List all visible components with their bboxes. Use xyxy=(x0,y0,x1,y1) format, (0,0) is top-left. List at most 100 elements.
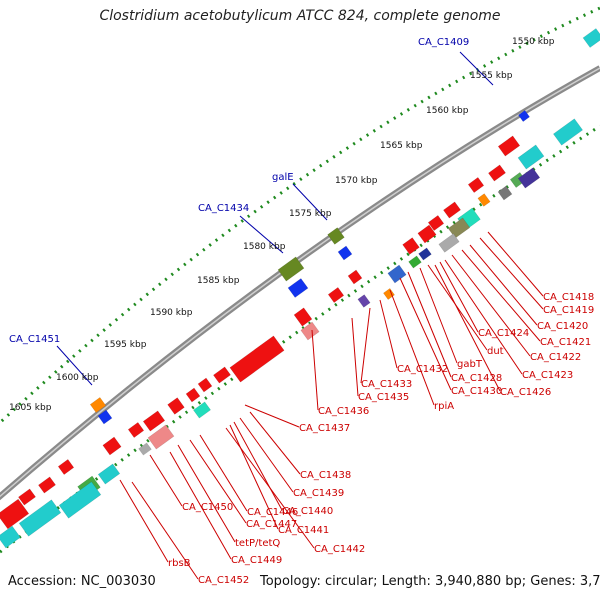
accession-label: Accession: NC_003030 xyxy=(8,574,156,589)
feature-block-45 xyxy=(38,476,56,494)
outer-leader-2 xyxy=(239,215,284,254)
feature-block-39 xyxy=(127,422,145,438)
feature-block-21 xyxy=(383,288,395,300)
feature-block-12 xyxy=(427,215,445,231)
inner-gene-label-29: CA_C1452 xyxy=(198,575,249,586)
inner-gene-label-4: CA_C1422 xyxy=(530,352,581,363)
outer-gene-label-2: CA_C1434 xyxy=(198,203,249,214)
feature-block-47 xyxy=(0,498,30,530)
tick-label-8: 1590 kbp xyxy=(150,308,193,318)
inner-leader-2 xyxy=(469,244,538,326)
inner-leader-8 xyxy=(419,267,458,364)
label-leaders xyxy=(56,51,544,580)
tick-label-5: 1575 kbp xyxy=(289,209,332,219)
inner-gene-label-22: CA_C1442 xyxy=(314,544,365,555)
outer-gene-label-0: CA_C1409 xyxy=(418,37,469,48)
feature-block-34 xyxy=(185,387,201,403)
outer-leader-1 xyxy=(292,183,328,221)
feature-block-37 xyxy=(142,410,166,432)
outer-gene-label-3: CA_C1451 xyxy=(9,334,60,345)
feature-block-33 xyxy=(197,377,213,393)
inner-gene-label-24: CA_C1447 xyxy=(246,519,297,530)
feature-block-52 xyxy=(97,463,121,485)
feature-block-42 xyxy=(89,397,107,413)
inner-leader-27 xyxy=(149,454,183,507)
feature-block-25 xyxy=(293,307,313,327)
outer-leader-0 xyxy=(459,51,494,86)
inner-leader-0 xyxy=(487,231,544,297)
feature-block-28 xyxy=(337,245,353,261)
inner-gene-label-26: CA_C1449 xyxy=(231,555,282,566)
feature-block-6 xyxy=(488,164,506,182)
inner-leader-13 xyxy=(379,299,398,369)
feature-block-46 xyxy=(18,488,36,506)
feature-block-35 xyxy=(193,401,211,419)
tick-labels: 1550 kbp 1555 kbp 1560 kbp 1565 kbp 1570 kbp… xyxy=(9,37,555,413)
inner-leader-5 xyxy=(444,259,523,375)
feature-block-24 xyxy=(327,287,345,303)
inner-leader-19 xyxy=(239,417,294,493)
inner-gene-label-13: CA_C1432 xyxy=(397,364,448,375)
feature-block-17 xyxy=(438,233,460,253)
feature-block-23 xyxy=(347,269,363,285)
inner-leader-29 xyxy=(131,481,199,580)
feature-track xyxy=(0,28,600,549)
inner-gene-label-12: rpiA xyxy=(434,401,454,412)
inner-gene-label-3: CA_C1421 xyxy=(540,337,591,348)
feature-block-4 xyxy=(553,118,583,146)
outer-gene-label-1: galE xyxy=(272,172,294,183)
inner-gene-label-2: CA_C1420 xyxy=(537,321,588,332)
inner-gene-label-17: CA_C1437 xyxy=(299,423,350,434)
feature-block-30 xyxy=(287,278,309,298)
feature-block-32 xyxy=(213,366,231,384)
inner-leader-12 xyxy=(389,289,435,406)
tick-label-2: 1560 kbp xyxy=(426,106,469,116)
inner-gene-label-0: CA_C1418 xyxy=(543,292,594,303)
inner-leader-24 xyxy=(189,439,247,524)
inner-gene-label-8: gabT xyxy=(457,359,483,370)
inner-gene-label-20: CA_C1440 xyxy=(282,506,333,517)
inner-gene-label-28: rbsB xyxy=(168,558,191,569)
tick-label-3: 1565 kbp xyxy=(380,141,423,151)
feature-block-1 xyxy=(518,110,530,122)
inner-leader-28 xyxy=(119,479,169,563)
feature-block-14 xyxy=(447,217,471,239)
inner-gene-label-18: CA_C1438 xyxy=(300,470,351,481)
gene-labels: CA_C1409 galE CA_C1434 CA_C1451 CA_C1418 CA_C… xyxy=(9,37,594,586)
feature-block-9 xyxy=(517,167,541,189)
tick-label-10: 1600 kbp xyxy=(56,373,99,383)
feature-block-36 xyxy=(167,397,185,415)
feature-block-38 xyxy=(147,424,175,450)
feature-block-0 xyxy=(582,28,600,48)
inner-gene-label-1: CA_C1419 xyxy=(543,305,594,316)
feature-block-44 xyxy=(57,459,75,475)
inner-gene-label-15: CA_C1435 xyxy=(358,392,409,403)
tick-label-9: 1595 kbp xyxy=(104,340,147,350)
inner-gene-label-14: CA_C1433 xyxy=(361,379,412,390)
inner-leader-17 xyxy=(244,404,300,428)
inner-leader-14 xyxy=(360,307,371,384)
inner-leader-15 xyxy=(351,317,359,397)
feature-block-16 xyxy=(402,237,420,255)
inner-leader-20 xyxy=(233,421,283,511)
feature-block-5 xyxy=(467,177,485,193)
inner-leader-11 xyxy=(399,277,452,391)
inner-leader-22 xyxy=(225,427,315,549)
feature-block-19 xyxy=(408,255,422,269)
inner-gene-label-10: CA_C1426 xyxy=(500,387,551,398)
outer-leader-3 xyxy=(56,345,93,386)
inner-gene-label-7: dut xyxy=(487,346,504,357)
inner-leader-16 xyxy=(311,329,319,411)
inner-gene-label-6: CA_C1424 xyxy=(478,328,529,339)
inner-leader-10 xyxy=(434,264,501,392)
inner-leader-6 xyxy=(439,261,479,333)
feature-block-22 xyxy=(357,294,371,308)
tick-label-7: 1585 kbp xyxy=(197,276,240,286)
feature-block-8 xyxy=(497,185,513,201)
inner-leader-7 xyxy=(427,264,488,351)
inner-gene-label-23: CA_C1446 xyxy=(247,507,298,518)
feature-block-50 xyxy=(18,499,62,537)
inner-leader-1 xyxy=(479,237,544,310)
inner-gene-label-25: tetP/tetQ xyxy=(235,538,280,549)
inner-gene-label-21: CA_C1441 xyxy=(278,525,329,536)
